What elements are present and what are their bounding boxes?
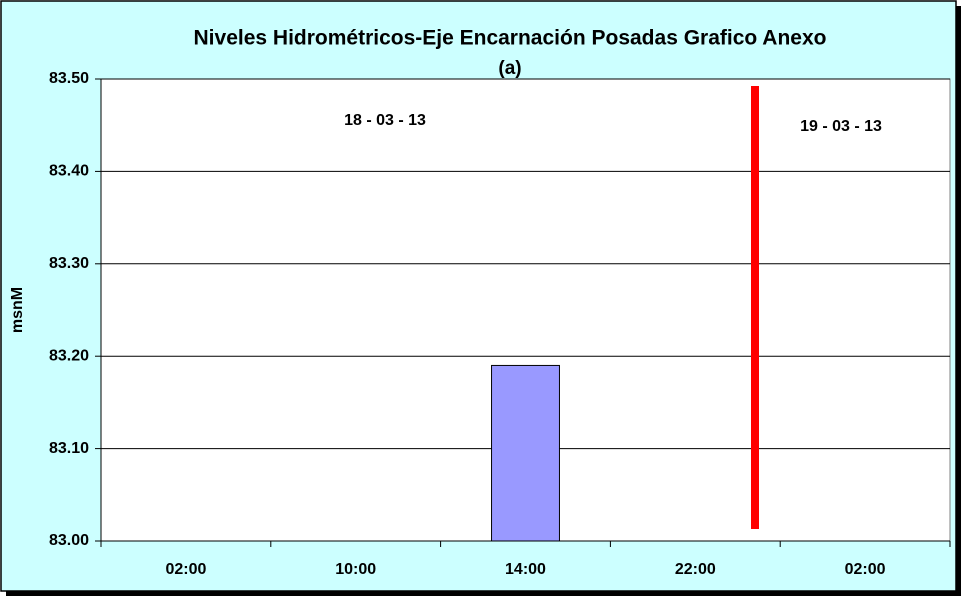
x-tick-label: 22:00 bbox=[675, 561, 716, 578]
day-separator bbox=[751, 86, 759, 529]
y-axis-label: msnM bbox=[9, 287, 26, 333]
chart-title: Niveles Hidrométricos-Eje Encarnación Po… bbox=[194, 27, 827, 50]
y-tick-label: 83.30 bbox=[49, 255, 89, 272]
annotation: 19 - 03 - 13 bbox=[800, 118, 882, 135]
x-tick-label: 02:00 bbox=[845, 561, 886, 578]
x-tick-label: 10:00 bbox=[335, 561, 376, 578]
annotation: 18 - 03 - 13 bbox=[344, 112, 426, 129]
x-tick-label: 02:00 bbox=[165, 561, 206, 578]
bar bbox=[491, 364, 560, 542]
y-tick-label: 83.40 bbox=[49, 163, 89, 180]
y-tick-label: 83.10 bbox=[49, 440, 89, 457]
chart-subtitle: (a) bbox=[498, 58, 521, 79]
y-tick-label: 83.50 bbox=[49, 70, 89, 87]
y-tick-label: 83.20 bbox=[49, 347, 89, 364]
x-tick-label: 14:00 bbox=[505, 561, 546, 578]
y-tick-label: 83.00 bbox=[49, 532, 89, 549]
